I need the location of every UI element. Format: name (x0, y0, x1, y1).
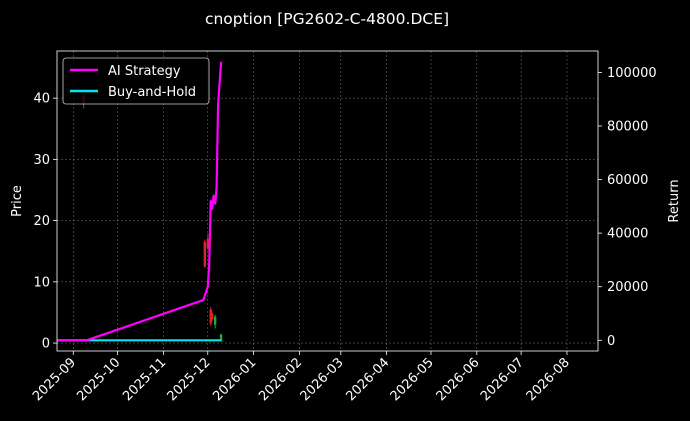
legend-label-ai-strategy: AI Strategy (108, 64, 181, 79)
y-axis-left: 0 10 20 30 40 (33, 92, 57, 352)
candle-body (211, 313, 214, 320)
candle-body (219, 334, 223, 342)
y-axis-left-title: Price (10, 185, 25, 217)
legend-label-buy-and-hold: Buy-and-Hold (108, 85, 196, 100)
y-right-tick-label: 0 (607, 334, 615, 349)
y-right-tick-label: 20000 (607, 280, 648, 295)
y-left-tick-label: 0 (42, 337, 50, 352)
candle-body (213, 316, 217, 325)
candle-body (203, 242, 207, 267)
y-right-tick-label: 80000 (607, 120, 648, 135)
y-left-tick-label: 20 (33, 214, 50, 229)
chart-title: cnoption [PG2602-C-4800.DCE] (205, 10, 449, 28)
y-left-tick-label: 10 (33, 275, 50, 290)
candle-body (206, 238, 209, 249)
legend-box (62, 57, 210, 105)
y-right-tick-label: 60000 (607, 173, 648, 188)
plot-frame (56, 50, 599, 352)
series-lines (57, 61, 223, 342)
y-left-tick-label: 40 (33, 92, 50, 107)
y-axis-right: 0 20000 40000 60000 80000 100000 (598, 66, 657, 349)
y-left-tick-label: 30 (33, 153, 50, 168)
legend: AI Strategy Buy-and-Hold (62, 57, 210, 105)
y-right-tick-label: 40000 (607, 227, 648, 242)
y-axis-right-title: Return (667, 179, 682, 222)
candle-body (209, 309, 212, 324)
y-right-tick-label: 100000 (607, 66, 657, 81)
series-line-ai-strategy (57, 61, 223, 342)
